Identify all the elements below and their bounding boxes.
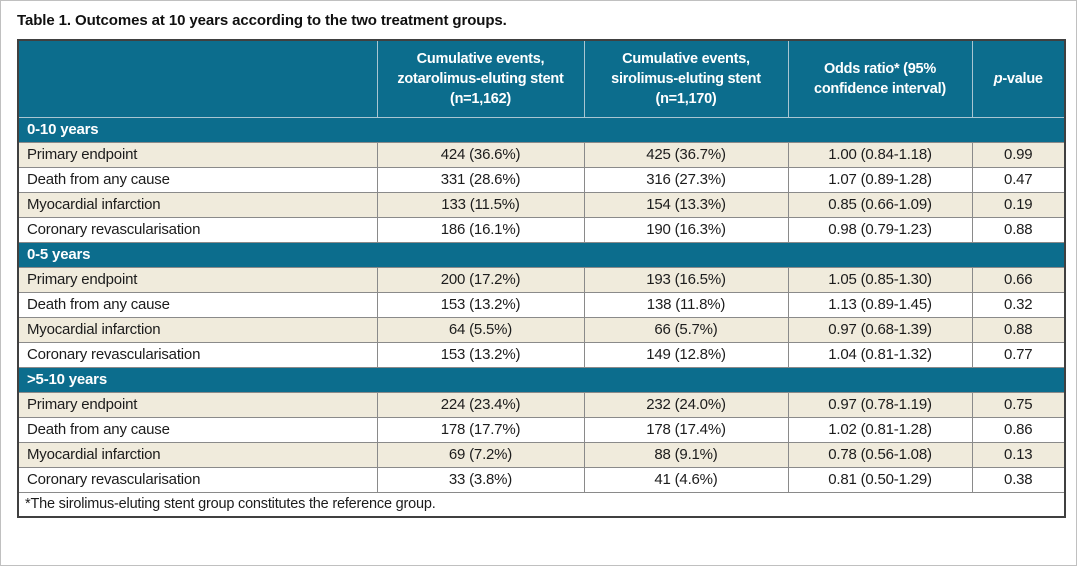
- cell-ses: 88 (9.1%): [583, 441, 789, 468]
- row-label: Myocardial infarction: [17, 191, 378, 218]
- p-value-italic-p: p: [993, 70, 1003, 87]
- outcomes-table: Cumulative events, zotarolimus-eluting s…: [17, 39, 1066, 518]
- cell-odds-ratio: 0.98 (0.79-1.23): [787, 216, 973, 243]
- row-label: Primary endpoint: [17, 266, 378, 293]
- cell-ses: 41 (4.6%): [583, 466, 789, 493]
- header-row: Cumulative events, zotarolimus-eluting s…: [17, 39, 1066, 118]
- cell-ses: 425 (36.7%): [583, 141, 789, 168]
- row-label: Primary endpoint: [17, 391, 378, 418]
- cell-p-value: 0.47: [971, 166, 1066, 193]
- cell-zes: 133 (11.5%): [376, 191, 585, 218]
- cell-p-value: 0.88: [971, 316, 1066, 343]
- col-header-sirolimus: Cumulative events, sirolimus-eluting ste…: [583, 39, 789, 118]
- col-header-odds-ratio: Odds ratio* (95% confidence interval): [787, 39, 973, 118]
- cell-p-value: 0.75: [971, 391, 1066, 418]
- table-title: Table 1. Outcomes at 10 years according …: [17, 12, 507, 29]
- cell-zes: 33 (3.8%): [376, 466, 585, 493]
- cell-zes: 178 (17.7%): [376, 416, 585, 443]
- cell-zes: 153 (13.2%): [376, 291, 585, 318]
- col-header-stub: [17, 39, 378, 118]
- table-row: Coronary revascularisation 153 (13.2%) 1…: [17, 341, 1066, 368]
- col-header-p-value: p-value: [971, 39, 1066, 118]
- cell-odds-ratio: 0.78 (0.56-1.08): [787, 441, 973, 468]
- table-footnote: *The sirolimus-eluting stent group const…: [17, 491, 1066, 518]
- cell-zes: 186 (16.1%): [376, 216, 585, 243]
- cell-p-value: 0.19: [971, 191, 1066, 218]
- table-row: Primary endpoint 200 (17.2%) 193 (16.5%)…: [17, 266, 1066, 293]
- cell-ses: 316 (27.3%): [583, 166, 789, 193]
- table-row: Primary endpoint 224 (23.4%) 232 (24.0%)…: [17, 391, 1066, 418]
- row-label: Primary endpoint: [17, 141, 378, 168]
- table-row: Myocardial infarction 133 (11.5%) 154 (1…: [17, 191, 1066, 218]
- cell-zes: 331 (28.6%): [376, 166, 585, 193]
- cell-ses: 66 (5.7%): [583, 316, 789, 343]
- table-row: Death from any cause 331 (28.6%) 316 (27…: [17, 166, 1066, 193]
- section-label: 0-10 years: [17, 116, 1066, 143]
- cell-p-value: 0.66: [971, 266, 1066, 293]
- cell-odds-ratio: 1.00 (0.84-1.18): [787, 141, 973, 168]
- row-label: Coronary revascularisation: [17, 466, 378, 493]
- cell-p-value: 0.38: [971, 466, 1066, 493]
- cell-odds-ratio: 1.13 (0.89-1.45): [787, 291, 973, 318]
- row-label: Death from any cause: [17, 291, 378, 318]
- section-row-5-10-years: >5-10 years: [17, 366, 1066, 393]
- cell-p-value: 0.86: [971, 416, 1066, 443]
- cell-odds-ratio: 0.97 (0.78-1.19): [787, 391, 973, 418]
- cell-p-value: 0.13: [971, 441, 1066, 468]
- table-row: Primary endpoint 424 (36.6%) 425 (36.7%)…: [17, 141, 1066, 168]
- section-row-0-5-years: 0-5 years: [17, 241, 1066, 268]
- section-row-0-10-years: 0-10 years: [17, 116, 1066, 143]
- cell-odds-ratio: 1.04 (0.81-1.32): [787, 341, 973, 368]
- row-label: Coronary revascularisation: [17, 341, 378, 368]
- table-row: Myocardial infarction 64 (5.5%) 66 (5.7%…: [17, 316, 1066, 343]
- cell-ses: 149 (12.8%): [583, 341, 789, 368]
- cell-odds-ratio: 1.07 (0.89-1.28): [787, 166, 973, 193]
- cell-odds-ratio: 0.85 (0.66-1.09): [787, 191, 973, 218]
- table-row: Death from any cause 178 (17.7%) 178 (17…: [17, 416, 1066, 443]
- cell-odds-ratio: 0.81 (0.50-1.29): [787, 466, 973, 493]
- cell-odds-ratio: 1.05 (0.85-1.30): [787, 266, 973, 293]
- table-row: Coronary revascularisation 186 (16.1%) 1…: [17, 216, 1066, 243]
- table-row: Myocardial infarction 69 (7.2%) 88 (9.1%…: [17, 441, 1066, 468]
- table-row: Death from any cause 153 (13.2%) 138 (11…: [17, 291, 1066, 318]
- cell-ses: 193 (16.5%): [583, 266, 789, 293]
- cell-zes: 69 (7.2%): [376, 441, 585, 468]
- cell-p-value: 0.99: [971, 141, 1066, 168]
- row-label: Myocardial infarction: [17, 441, 378, 468]
- cell-odds-ratio: 1.02 (0.81-1.28): [787, 416, 973, 443]
- section-label: 0-5 years: [17, 241, 1066, 268]
- row-label: Death from any cause: [17, 416, 378, 443]
- p-value-rest: -value: [1002, 70, 1043, 87]
- cell-ses: 138 (11.8%): [583, 291, 789, 318]
- cell-odds-ratio: 0.97 (0.68-1.39): [787, 316, 973, 343]
- section-label: >5-10 years: [17, 366, 1066, 393]
- cell-zes: 64 (5.5%): [376, 316, 585, 343]
- cell-zes: 200 (17.2%): [376, 266, 585, 293]
- cell-p-value: 0.32: [971, 291, 1066, 318]
- cell-ses: 154 (13.3%): [583, 191, 789, 218]
- table-row: Coronary revascularisation 33 (3.8%) 41 …: [17, 466, 1066, 493]
- footnote-row: *The sirolimus-eluting stent group const…: [17, 491, 1066, 518]
- cell-zes: 224 (23.4%): [376, 391, 585, 418]
- cell-ses: 190 (16.3%): [583, 216, 789, 243]
- cell-ses: 178 (17.4%): [583, 416, 789, 443]
- cell-p-value: 0.88: [971, 216, 1066, 243]
- cell-zes: 424 (36.6%): [376, 141, 585, 168]
- row-label: Myocardial infarction: [17, 316, 378, 343]
- cell-ses: 232 (24.0%): [583, 391, 789, 418]
- col-header-zotarolimus: Cumulative events, zotarolimus-eluting s…: [376, 39, 585, 118]
- row-label: Coronary revascularisation: [17, 216, 378, 243]
- row-label: Death from any cause: [17, 166, 378, 193]
- cell-p-value: 0.77: [971, 341, 1066, 368]
- cell-zes: 153 (13.2%): [376, 341, 585, 368]
